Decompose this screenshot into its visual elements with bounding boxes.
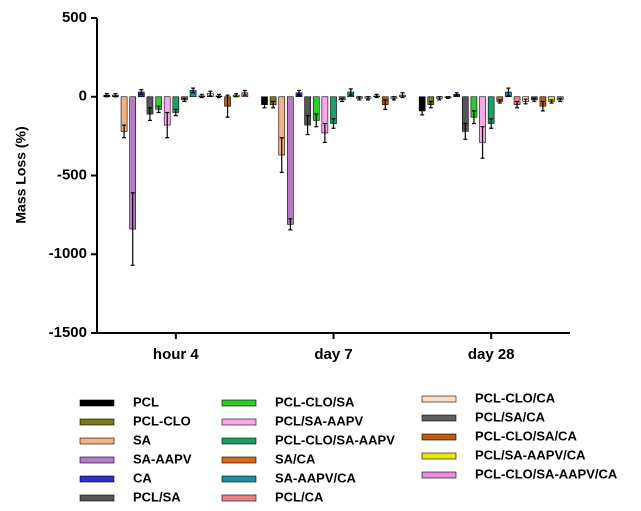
error-bar [173,108,178,117]
legend-label: PCL-CLO/SA-AAPV [275,432,395,447]
error-bar [305,115,310,136]
error-bar [182,97,187,103]
legend-swatch [79,399,115,407]
legend-swatch [421,395,457,403]
error-bar [225,94,230,118]
error-bar [191,87,196,94]
legend-label: PCL-CLO/CA [475,390,556,405]
error-bar [322,122,327,144]
x-tick-label: day 28 [468,346,515,363]
y-tick-label: 0 [79,88,87,105]
error-bar [506,87,511,97]
error-bar [262,100,267,109]
error-bar [234,92,239,98]
error-bar [113,92,118,98]
legend-swatch [79,456,115,464]
bar [287,96,294,225]
legend-label: PCL/SA [133,489,181,504]
error-bar [348,88,353,96]
error-bar [199,93,204,99]
legend-swatch [421,471,457,479]
error-bar [532,97,537,103]
legend-label: SA-AAPV/CA [275,470,357,485]
legend-swatch [421,452,457,460]
legend-swatch [421,414,457,422]
error-bar [497,99,502,104]
error-bar [331,118,336,129]
error-bar [165,111,170,139]
error-bar [523,98,528,105]
error-bar [391,96,396,101]
legend-label: PCL-CLO/SA/CA [475,428,577,443]
legend-label: PCL/SA-AAPV/CA [475,447,586,462]
error-bar [374,93,379,99]
error-bar [383,99,388,110]
x-tick-label: hour 4 [153,346,199,363]
legend-label: SA/CA [275,451,316,466]
error-bar [130,192,135,266]
error-bar [216,93,221,99]
legend-swatch [221,399,257,407]
legend-label: PCL-CLO [133,413,191,428]
error-bar [279,137,284,173]
error-bar [156,105,161,114]
error-bar [489,118,494,129]
error-bar [366,96,371,101]
error-bar [446,96,451,99]
error-bar [139,89,144,95]
legend-swatch [79,475,115,483]
y-tick-label: -500 [57,166,87,183]
error-bar [420,106,425,116]
y-tick-label: -1000 [49,245,87,262]
error-bar [471,110,476,125]
legend-swatch [221,494,257,502]
legend-label: SA-AAPV [133,451,192,466]
error-bar [296,89,301,96]
x-tick-label: day 7 [314,346,352,363]
error-bar [314,113,319,128]
error-bar [271,100,276,109]
error-bar [454,92,459,97]
legend-label: CA [133,470,152,485]
legend-swatch [221,456,257,464]
error-bar [515,100,520,109]
error-bar [147,107,152,121]
error-bar [540,100,545,112]
legend-label: PCL/CA [275,489,324,504]
y-tick-label: 500 [62,9,87,26]
legend-label: PCL [133,394,159,409]
legend-swatch [221,418,257,426]
legend-swatch [79,437,115,445]
y-tick-label: -1500 [49,324,87,341]
error-bar [549,99,554,104]
legend-swatch [79,494,115,502]
legend-swatch [221,437,257,445]
error-bar [288,218,293,231]
error-bar [104,92,109,98]
legend-swatch [79,418,115,426]
error-bar [463,122,468,140]
error-bar [428,100,433,109]
error-bar [400,92,405,99]
legend-label: PCL-CLO/SA [275,394,355,409]
error-bar [340,97,345,103]
error-bar [558,97,563,103]
error-bar [122,124,127,139]
legend-label: PCL/SA/CA [475,409,546,424]
error-bar [242,89,247,96]
error-bar [480,126,485,159]
error-bar [357,96,362,101]
error-bar [208,90,213,97]
legend-swatch [221,475,257,483]
legend-label: SA [133,432,152,447]
legend-label: PCL/SA-AAPV [275,413,363,428]
legend-swatch [421,433,457,441]
y-axis-label: Mass Loss (%) [13,126,29,223]
legend-label: PCL-CLO/SA-AAPV/CA [475,466,618,481]
error-bar [437,96,442,101]
